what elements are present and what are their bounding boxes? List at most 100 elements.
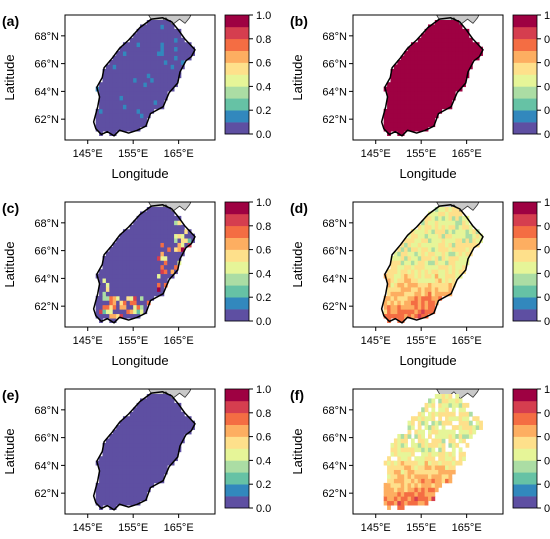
- raster-cell: [122, 104, 127, 110]
- raster-cell: [99, 295, 103, 301]
- raster-cell: [407, 122, 412, 128]
- raster-cell: [465, 420, 470, 426]
- y-axis-label: Latitude: [2, 54, 17, 100]
- raster-cell: [99, 122, 103, 128]
- raster-cell: [153, 64, 158, 70]
- raster-cell: [153, 474, 158, 479]
- raster-cell: [109, 460, 114, 466]
- raster-cell: [410, 278, 415, 283]
- raster-cell: [129, 264, 134, 270]
- raster-cell: [458, 215, 463, 221]
- raster-cell: [170, 447, 175, 453]
- raster-cell: [458, 407, 463, 413]
- raster-cell: [428, 398, 432, 404]
- raster-cell: [448, 68, 453, 74]
- raster-cell: [119, 269, 124, 275]
- raster-cell: [126, 82, 131, 88]
- raster-cell: [136, 429, 141, 435]
- raster-cell: [410, 238, 415, 243]
- raster-cell: [414, 287, 419, 292]
- raster-cell: [150, 220, 155, 226]
- raster-cell: [150, 60, 155, 65]
- y-tick-label: 66°N: [322, 59, 347, 71]
- raster-cell: [448, 469, 453, 475]
- raster-cell: [129, 51, 134, 56]
- raster-cell: [163, 447, 168, 453]
- raster-cell: [468, 46, 473, 52]
- raster-cell: [393, 122, 398, 128]
- raster-cell: [451, 64, 456, 70]
- raster-cell: [438, 273, 443, 279]
- raster-cell: [163, 460, 168, 466]
- raster-cell: [143, 122, 148, 128]
- raster-cell: [414, 416, 419, 422]
- raster-cell: [448, 211, 453, 217]
- raster-cell: [438, 482, 443, 488]
- raster-cell: [133, 122, 137, 128]
- raster-cell: [129, 37, 134, 43]
- raster-cell: [177, 37, 182, 43]
- raster-cell: [397, 496, 402, 502]
- raster-cell: [157, 456, 161, 462]
- raster-cell: [167, 429, 172, 435]
- raster-cell: [153, 86, 158, 92]
- colorbar-segment: [225, 484, 249, 497]
- raster-cell: [143, 282, 148, 288]
- raster-cell: [462, 77, 466, 83]
- raster-cell: [119, 291, 124, 297]
- raster-cell: [410, 438, 415, 444]
- raster-cell: [404, 442, 408, 448]
- raster-cell: [112, 77, 117, 83]
- raster-cell: [462, 429, 466, 435]
- raster-cell: [397, 287, 402, 292]
- raster-cell: [133, 104, 137, 110]
- raster-cell: [410, 55, 415, 61]
- x-tick-label: 165°E: [452, 148, 482, 160]
- raster-cell: [445, 255, 449, 261]
- raster-cell: [119, 469, 124, 475]
- raster-cell: [431, 496, 436, 502]
- raster-cell: [116, 117, 120, 123]
- raster-cell: [102, 91, 107, 96]
- raster-cell: [455, 398, 460, 404]
- raster-cell: [434, 104, 439, 110]
- raster-cell: [153, 478, 158, 484]
- raster-cell: [441, 456, 446, 462]
- raster-cell: [390, 278, 395, 283]
- raster-cell: [95, 126, 100, 132]
- raster-cell: [95, 117, 100, 123]
- raster-cell: [109, 309, 114, 315]
- raster-cell: [421, 126, 425, 132]
- raster-cell: [122, 291, 127, 297]
- raster-cell: [109, 60, 114, 65]
- raster-cell: [133, 273, 137, 279]
- colorbar-tick-label: 1.0: [256, 197, 271, 209]
- x-tick-label: 155°E: [406, 335, 436, 347]
- raster-cell: [157, 77, 161, 83]
- raster-cell: [170, 60, 175, 65]
- raster-cell: [163, 260, 168, 266]
- raster-cell: [468, 242, 473, 248]
- raster-cell: [150, 95, 155, 101]
- raster-cell: [410, 273, 415, 279]
- colorbar-segment: [225, 436, 249, 449]
- raster-cell: [146, 295, 151, 301]
- colorbar-tick-label: 0.6: [256, 432, 271, 444]
- raster-cell: [146, 398, 151, 404]
- raster-cell: [417, 113, 422, 119]
- raster-cell: [421, 411, 425, 417]
- raster-cell: [441, 86, 446, 92]
- raster-cell: [414, 126, 419, 132]
- raster-cell: [441, 51, 446, 56]
- raster-cell: [434, 295, 439, 301]
- raster-cell: [153, 28, 158, 34]
- raster-cell: [448, 207, 453, 212]
- raster-cell: [163, 55, 168, 61]
- raster-cell: [126, 282, 131, 288]
- raster-cell: [143, 478, 148, 484]
- raster-cell: [445, 77, 449, 83]
- raster-cell: [174, 242, 178, 248]
- raster-cell: [417, 122, 422, 128]
- panel-e: (e)62°N64°N66°N68°N145°E155°E165°ELongit…: [2, 384, 271, 534]
- raster-cell: [102, 300, 107, 306]
